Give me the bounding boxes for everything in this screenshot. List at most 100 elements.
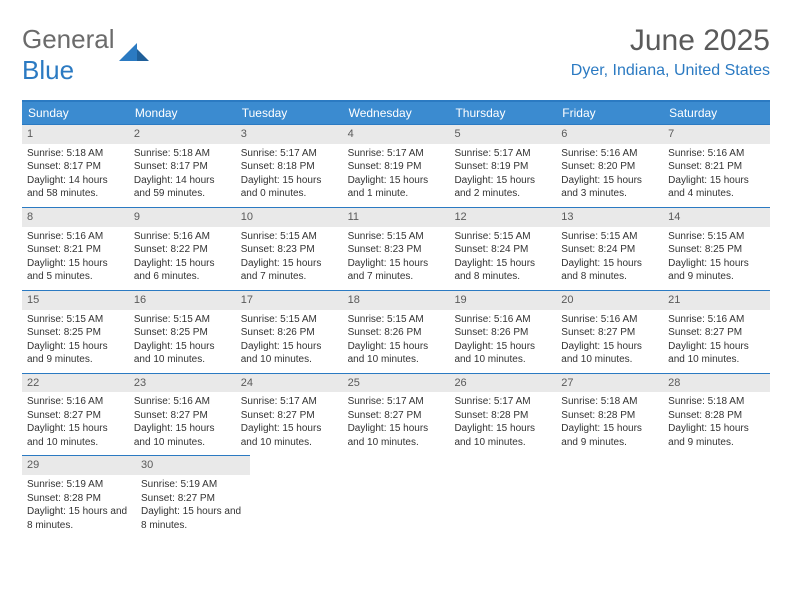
sunset-line: Sunset: 8:28 PM bbox=[454, 409, 551, 423]
sunset-line: Sunset: 8:27 PM bbox=[134, 409, 231, 423]
day-number: 8 bbox=[22, 207, 129, 227]
empty-cell bbox=[250, 455, 354, 538]
daylight-line: Daylight: 15 hours and 10 minutes. bbox=[134, 422, 231, 449]
day-cell: 8Sunrise: 5:16 AMSunset: 8:21 PMDaylight… bbox=[22, 207, 129, 290]
sunset-line: Sunset: 8:23 PM bbox=[241, 243, 338, 257]
day-number: 29 bbox=[22, 455, 136, 475]
sunrise-line: Sunrise: 5:16 AM bbox=[668, 313, 765, 327]
day-number: 21 bbox=[663, 290, 770, 310]
empty-cell bbox=[354, 455, 458, 538]
sunset-line: Sunset: 8:28 PM bbox=[668, 409, 765, 423]
sunrise-line: Sunrise: 5:19 AM bbox=[27, 478, 131, 492]
daylight-line: Daylight: 14 hours and 59 minutes. bbox=[134, 174, 231, 201]
weekday-header-row: Sunday Monday Tuesday Wednesday Thursday… bbox=[22, 102, 770, 124]
day-number: 22 bbox=[22, 373, 129, 393]
sunset-line: Sunset: 8:19 PM bbox=[454, 160, 551, 174]
day-cell: 17Sunrise: 5:15 AMSunset: 8:26 PMDayligh… bbox=[236, 290, 343, 373]
week-row: 22Sunrise: 5:16 AMSunset: 8:27 PMDayligh… bbox=[22, 373, 770, 456]
day-number: 19 bbox=[449, 290, 556, 310]
sunset-line: Sunset: 8:17 PM bbox=[27, 160, 124, 174]
sunrise-line: Sunrise: 5:16 AM bbox=[668, 147, 765, 161]
sunset-line: Sunset: 8:28 PM bbox=[27, 492, 131, 506]
logo-text-blue: Blue bbox=[22, 55, 74, 85]
sunrise-line: Sunrise: 5:16 AM bbox=[561, 313, 658, 327]
day-cell: 5Sunrise: 5:17 AMSunset: 8:19 PMDaylight… bbox=[449, 124, 556, 207]
sunrise-line: Sunrise: 5:18 AM bbox=[561, 395, 658, 409]
sunset-line: Sunset: 8:23 PM bbox=[348, 243, 445, 257]
sunset-line: Sunset: 8:27 PM bbox=[241, 409, 338, 423]
day-cell: 16Sunrise: 5:15 AMSunset: 8:25 PMDayligh… bbox=[129, 290, 236, 373]
location-text: Dyer, Indiana, United States bbox=[571, 62, 770, 80]
weekday-wed: Wednesday bbox=[343, 102, 450, 124]
day-number: 6 bbox=[556, 124, 663, 144]
sunrise-line: Sunrise: 5:16 AM bbox=[134, 395, 231, 409]
daylight-line: Daylight: 15 hours and 9 minutes. bbox=[668, 257, 765, 284]
title-block: June 2025 Dyer, Indiana, United States bbox=[571, 24, 770, 80]
day-cell: 26Sunrise: 5:17 AMSunset: 8:28 PMDayligh… bbox=[449, 373, 556, 456]
weekday-sun: Sunday bbox=[22, 102, 129, 124]
sunrise-line: Sunrise: 5:17 AM bbox=[348, 395, 445, 409]
week-row: 29Sunrise: 5:19 AMSunset: 8:28 PMDayligh… bbox=[22, 455, 770, 538]
day-cell: 11Sunrise: 5:15 AMSunset: 8:23 PMDayligh… bbox=[343, 207, 450, 290]
day-number: 12 bbox=[449, 207, 556, 227]
day-cell: 22Sunrise: 5:16 AMSunset: 8:27 PMDayligh… bbox=[22, 373, 129, 456]
weekday-tue: Tuesday bbox=[236, 102, 343, 124]
sunset-line: Sunset: 8:22 PM bbox=[134, 243, 231, 257]
daylight-line: Daylight: 15 hours and 7 minutes. bbox=[241, 257, 338, 284]
sunset-line: Sunset: 8:25 PM bbox=[668, 243, 765, 257]
daylight-line: Daylight: 15 hours and 10 minutes. bbox=[454, 422, 551, 449]
day-cell: 7Sunrise: 5:16 AMSunset: 8:21 PMDaylight… bbox=[663, 124, 770, 207]
day-number: 23 bbox=[129, 373, 236, 393]
logo: General Blue bbox=[22, 24, 153, 86]
sunrise-line: Sunrise: 5:16 AM bbox=[27, 230, 124, 244]
daylight-line: Daylight: 15 hours and 8 minutes. bbox=[141, 505, 245, 532]
daylight-line: Daylight: 15 hours and 3 minutes. bbox=[561, 174, 658, 201]
day-cell: 14Sunrise: 5:15 AMSunset: 8:25 PMDayligh… bbox=[663, 207, 770, 290]
daylight-line: Daylight: 15 hours and 10 minutes. bbox=[134, 340, 231, 367]
sunset-line: Sunset: 8:27 PM bbox=[141, 492, 245, 506]
day-number: 20 bbox=[556, 290, 663, 310]
sunrise-line: Sunrise: 5:17 AM bbox=[241, 147, 338, 161]
day-cell: 30Sunrise: 5:19 AMSunset: 8:27 PMDayligh… bbox=[136, 455, 250, 538]
day-number: 5 bbox=[449, 124, 556, 144]
sunset-line: Sunset: 8:24 PM bbox=[561, 243, 658, 257]
daylight-line: Daylight: 15 hours and 10 minutes. bbox=[241, 422, 338, 449]
sunrise-line: Sunrise: 5:15 AM bbox=[348, 230, 445, 244]
day-number: 24 bbox=[236, 373, 343, 393]
daylight-line: Daylight: 15 hours and 2 minutes. bbox=[454, 174, 551, 201]
day-cell: 18Sunrise: 5:15 AMSunset: 8:26 PMDayligh… bbox=[343, 290, 450, 373]
empty-cell bbox=[458, 455, 562, 538]
sunset-line: Sunset: 8:26 PM bbox=[241, 326, 338, 340]
logo-text-general: General bbox=[22, 24, 115, 54]
sunrise-line: Sunrise: 5:17 AM bbox=[241, 395, 338, 409]
day-number: 2 bbox=[129, 124, 236, 144]
daylight-line: Daylight: 15 hours and 7 minutes. bbox=[348, 257, 445, 284]
sunset-line: Sunset: 8:26 PM bbox=[348, 326, 445, 340]
sunrise-line: Sunrise: 5:19 AM bbox=[141, 478, 245, 492]
day-number: 13 bbox=[556, 207, 663, 227]
day-cell: 10Sunrise: 5:15 AMSunset: 8:23 PMDayligh… bbox=[236, 207, 343, 290]
daylight-line: Daylight: 15 hours and 8 minutes. bbox=[454, 257, 551, 284]
week-row: 8Sunrise: 5:16 AMSunset: 8:21 PMDaylight… bbox=[22, 207, 770, 290]
day-cell: 24 Sunrise: 5:17 AMSunset: 8:27 PMDayligh… bbox=[236, 373, 343, 456]
daylight-line: Daylight: 15 hours and 9 minutes. bbox=[668, 422, 765, 449]
month-title: June 2025 bbox=[571, 24, 770, 58]
week-row: 1Sunrise: 5:18 AMSunset: 8:17 PMDaylight… bbox=[22, 124, 770, 207]
sunset-line: Sunset: 8:20 PM bbox=[561, 160, 658, 174]
daylight-line: Daylight: 15 hours and 1 minute. bbox=[348, 174, 445, 201]
weekday-sat: Saturday bbox=[663, 102, 770, 124]
day-number: 4 bbox=[343, 124, 450, 144]
day-cell: 20Sunrise: 5:16 AMSunset: 8:27 PMDayligh… bbox=[556, 290, 663, 373]
day-cell: 3Sunrise: 5:17 AMSunset: 8:18 PMDaylight… bbox=[236, 124, 343, 207]
daylight-line: Daylight: 15 hours and 6 minutes. bbox=[134, 257, 231, 284]
sunrise-line: Sunrise: 5:15 AM bbox=[668, 230, 765, 244]
daylight-line: Daylight: 15 hours and 10 minutes. bbox=[348, 422, 445, 449]
day-number: 26 bbox=[449, 373, 556, 393]
sunset-line: Sunset: 8:17 PM bbox=[134, 160, 231, 174]
weekday-mon: Monday bbox=[129, 102, 236, 124]
sunset-line: Sunset: 8:25 PM bbox=[27, 326, 124, 340]
week-row: 15Sunrise: 5:15 AMSunset: 8:25 PMDayligh… bbox=[22, 290, 770, 373]
day-cell: 23 Sunrise: 5:16 AMSunset: 8:27 PMDayligh… bbox=[129, 373, 236, 456]
daylight-line: Daylight: 15 hours and 10 minutes. bbox=[668, 340, 765, 367]
day-cell: 19Sunrise: 5:16 AMSunset: 8:26 PMDayligh… bbox=[449, 290, 556, 373]
